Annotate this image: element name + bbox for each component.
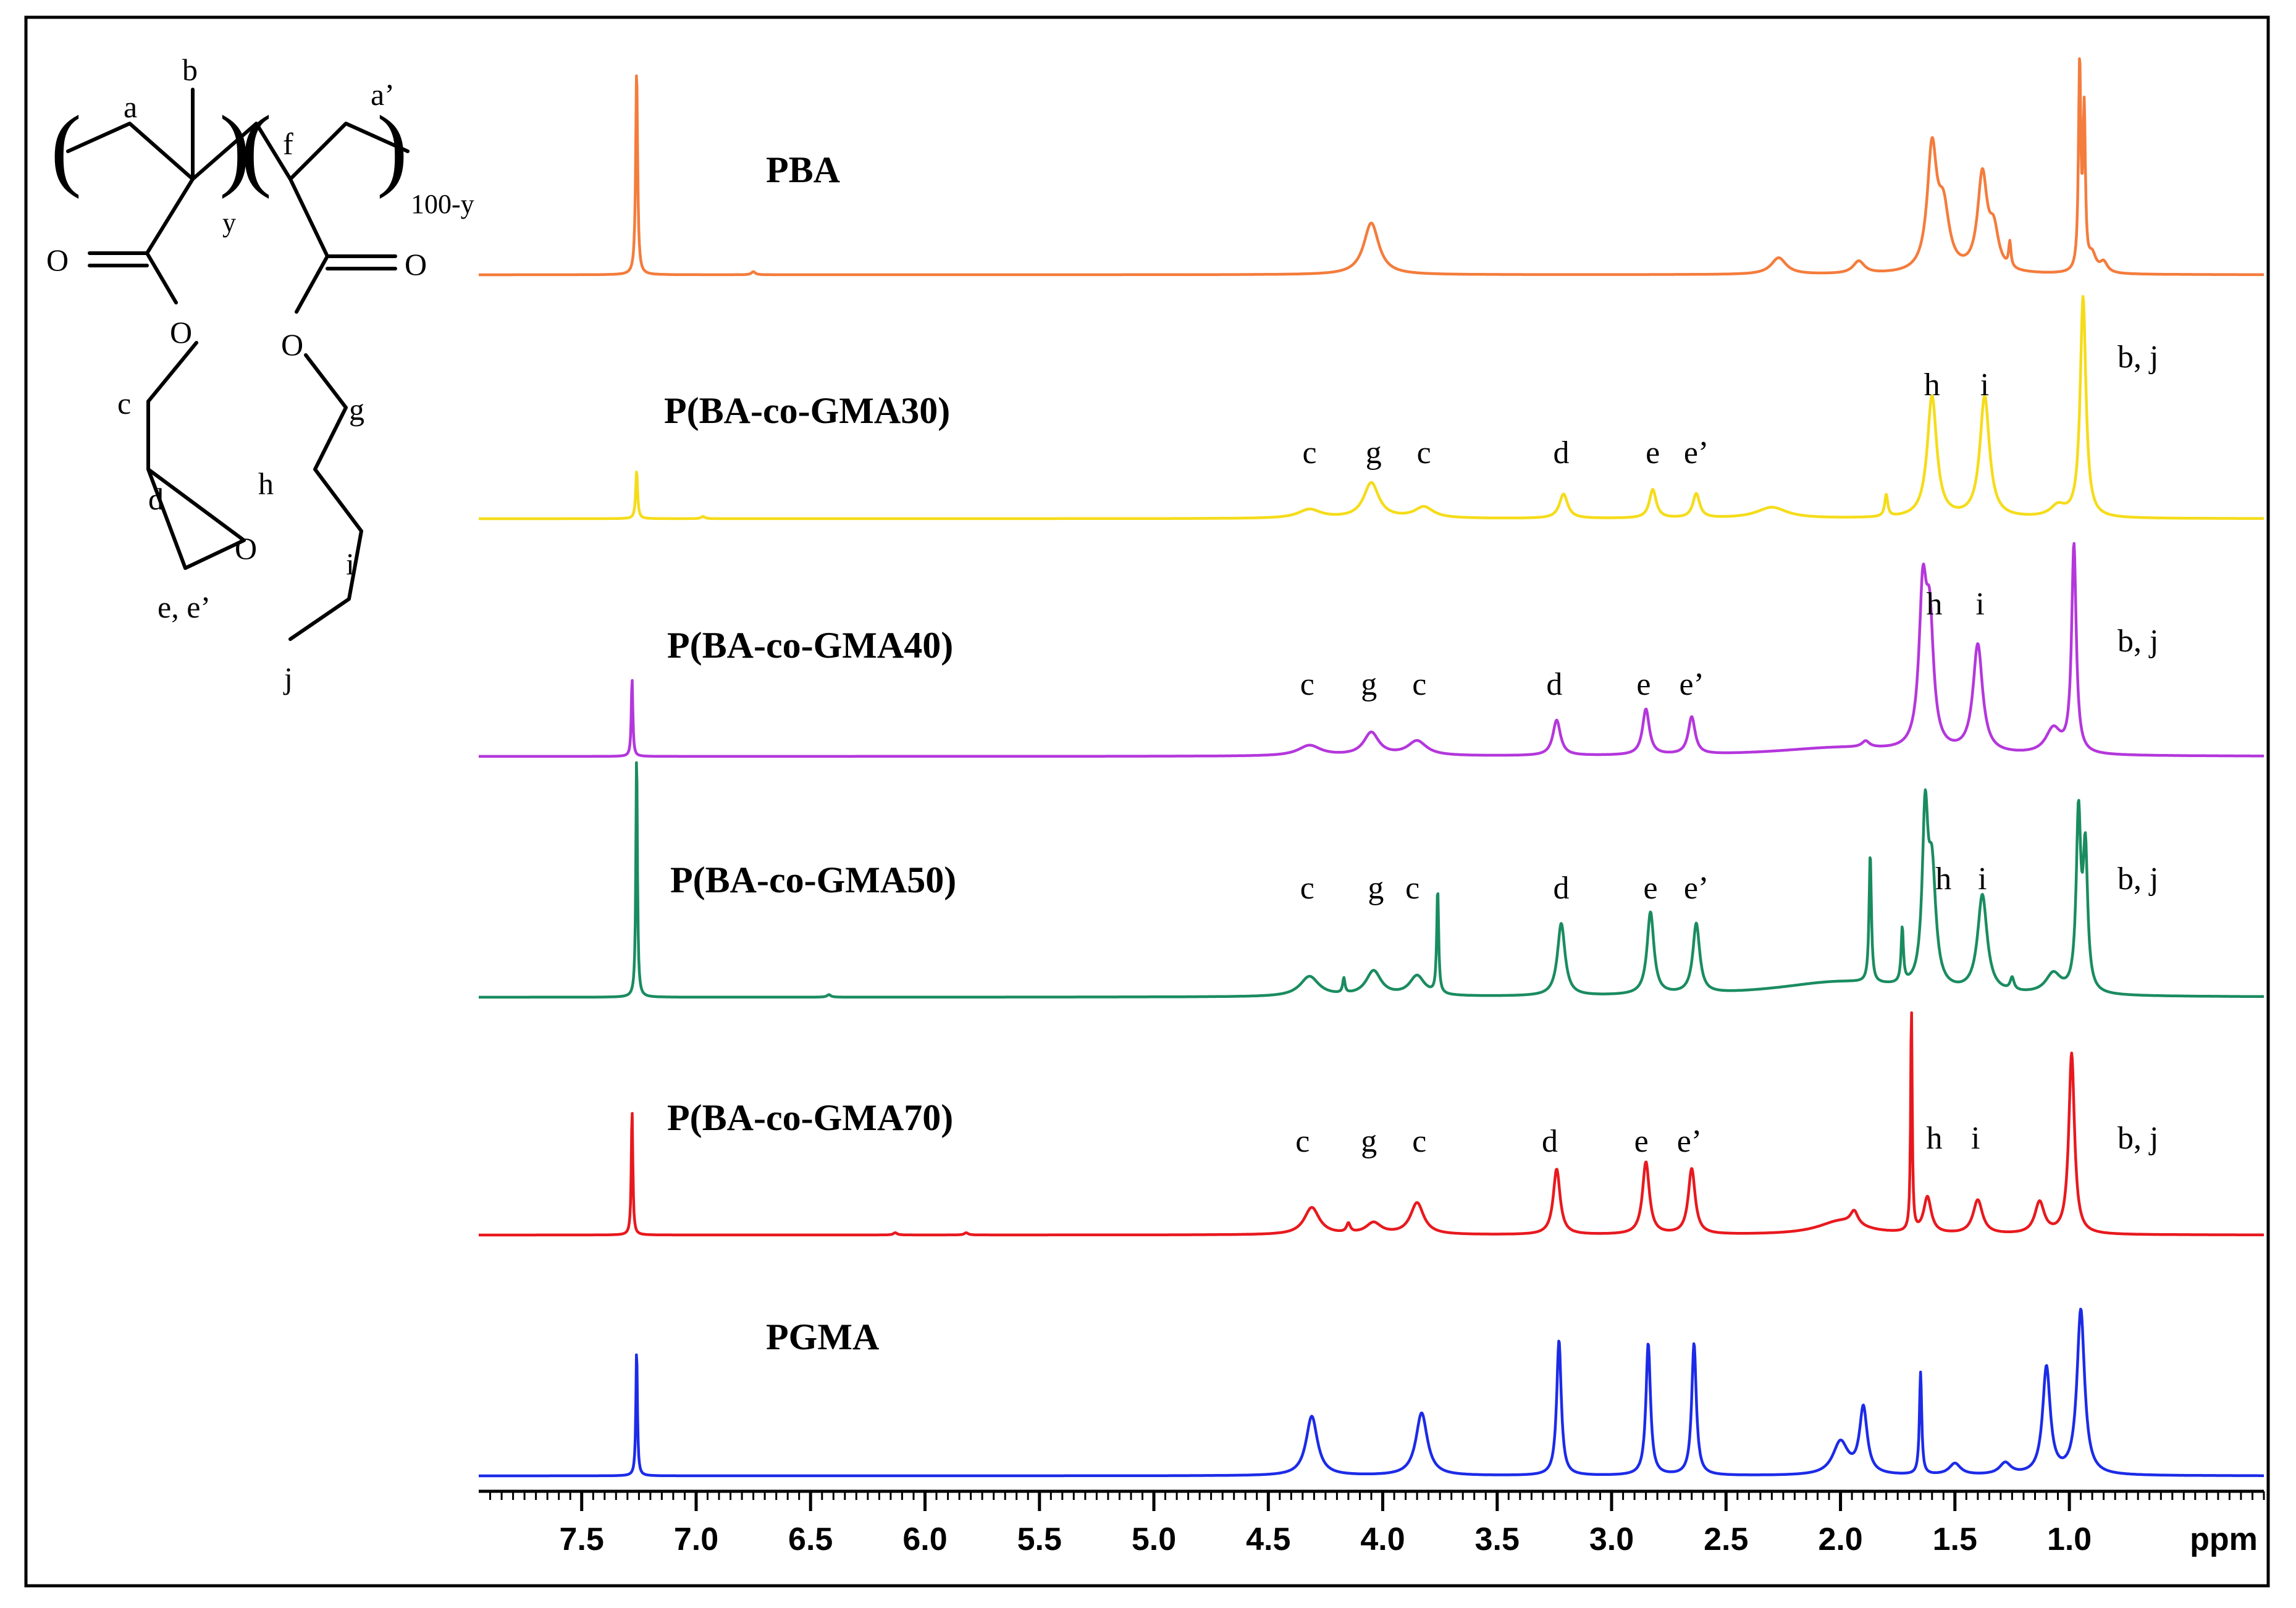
spectrum-group: P(BA-co-GMA70)c g c d e e’ h i b, j xyxy=(477,1011,2265,1237)
structure-label-f: f xyxy=(283,127,293,161)
spectrum-group: P(BA-co-GMA30)c g c d e e’h ib, j xyxy=(477,295,2265,521)
spectrum-line xyxy=(477,761,2265,999)
peak-label: e xyxy=(1643,871,1657,906)
peak-label: h xyxy=(1935,861,1951,897)
structure-label-b: b xyxy=(182,52,198,87)
structure-label-o2: O xyxy=(170,315,192,350)
peak-label: c xyxy=(1417,435,1431,471)
tick-label: 6.0 xyxy=(902,1522,947,1557)
spectrum-line xyxy=(477,1011,2265,1237)
peak-label: e xyxy=(1646,435,1660,471)
structure-label-i: i xyxy=(346,546,355,581)
spectrum-group: P(BA-co-GMA40)c g c d e e’h ib, j xyxy=(477,542,2265,758)
peak-label: g xyxy=(1361,667,1377,702)
peak-label: e’ xyxy=(1677,1124,1702,1159)
structure-label-c: c xyxy=(117,386,131,421)
peak-label: b, j xyxy=(2117,1121,2158,1156)
peak-label: g xyxy=(1361,1124,1377,1159)
peak-label: c xyxy=(1300,871,1314,906)
structure-label-n: 100-y xyxy=(411,189,474,219)
peak-label: d xyxy=(1546,667,1562,702)
peak-label: b, j xyxy=(2117,340,2158,375)
spectrum-group: PBA xyxy=(477,57,2265,277)
ppm-axis: 7.5 7.0 6.5 6.0 5.5 5.0 4.5 4.0 3.5 3.0 2.5 2.0 1.5 1… xyxy=(479,1489,2265,1557)
structure-label-d: d xyxy=(148,482,164,516)
structure-paren-close-1: ) xyxy=(219,97,250,199)
structure-label-j: j xyxy=(283,661,293,695)
structure-label-g: g xyxy=(349,392,364,427)
tick-label: 6.5 xyxy=(788,1522,833,1557)
spectrum-line xyxy=(477,295,2265,521)
peak-label: h xyxy=(1924,367,1940,403)
peak-label: i xyxy=(1975,587,1984,622)
structure-label-a-prime: a’ xyxy=(371,77,395,112)
peak-label: d xyxy=(1554,435,1570,471)
series-title: P(BA-co-GMA70) xyxy=(667,1097,953,1138)
spectrum-line xyxy=(477,1307,2265,1478)
peak-label: e’ xyxy=(1684,435,1709,471)
x-axis-label: ppm xyxy=(2190,1522,2258,1557)
tick-label: 5.0 xyxy=(1132,1522,1176,1557)
peak-label: h xyxy=(1927,587,1943,622)
peak-label: c xyxy=(1295,1124,1310,1159)
tick-label: 4.5 xyxy=(1246,1522,1290,1557)
structure-paren-open-1: ( xyxy=(51,97,82,199)
tick-label: 3.0 xyxy=(1589,1522,1634,1557)
tick-label: 7.5 xyxy=(560,1522,604,1557)
peak-label: i xyxy=(1978,861,1987,897)
spectrum-line xyxy=(477,57,2265,277)
tick-label: 5.5 xyxy=(1017,1522,1062,1557)
peak-label: g xyxy=(1366,435,1382,471)
structure-paren-open-2: ( xyxy=(241,97,272,199)
peak-label: h xyxy=(1927,1121,1943,1156)
tick-label: 3.5 xyxy=(1475,1522,1520,1557)
structure-label-o1: O xyxy=(46,243,69,277)
tick-label: 2.5 xyxy=(1704,1522,1748,1557)
peak-label: e’ xyxy=(1679,667,1704,702)
peak-label: i xyxy=(1980,367,1989,403)
peak-label: d xyxy=(1542,1124,1558,1159)
series-title: P(BA-co-GMA40) xyxy=(667,625,953,666)
spectrum-group: P(BA-co-GMA50) c g c d e e’ h i b, j xyxy=(477,761,2265,999)
peak-label: i xyxy=(1971,1121,1980,1156)
spectrum-line xyxy=(477,542,2265,758)
peak-label: e xyxy=(1636,667,1651,702)
structure-paren-close-2: ) xyxy=(377,97,408,199)
structure-label-o4: O xyxy=(405,247,427,282)
series-title: PBA xyxy=(766,149,840,190)
tick-label: 1.5 xyxy=(1933,1522,1977,1557)
series-title: P(BA-co-GMA50) xyxy=(670,860,956,900)
structure-bonds xyxy=(66,88,410,641)
peak-label: b, j xyxy=(2117,624,2158,659)
tick-label: 2.0 xyxy=(1818,1522,1862,1557)
tick-label: 4.0 xyxy=(1360,1522,1405,1557)
structure-label-o5: O xyxy=(281,327,303,362)
peak-label: c xyxy=(1300,667,1314,702)
peak-label: c xyxy=(1412,1124,1426,1159)
figure-frame xyxy=(24,15,2270,1588)
peak-label: g xyxy=(1368,871,1384,906)
structure-label-o3: O xyxy=(235,531,257,566)
tick-label: 7.0 xyxy=(674,1522,718,1557)
peak-label: b, j xyxy=(2117,861,2158,897)
structure-label-a: a xyxy=(124,90,137,124)
series-title: PGMA xyxy=(766,1317,879,1357)
peak-label: c xyxy=(1302,435,1316,471)
peak-label: e xyxy=(1634,1124,1649,1159)
structure-label-ee: e, e’ xyxy=(158,590,211,624)
spectrum-group: PGMA xyxy=(477,1307,2265,1478)
tick-label: 1.0 xyxy=(2047,1522,2092,1557)
peak-label: c xyxy=(1405,871,1419,906)
structure-label-h: h xyxy=(258,466,274,501)
peak-label: e’ xyxy=(1684,871,1709,906)
structure-label-y: y xyxy=(222,207,236,238)
series-title: P(BA-co-GMA30) xyxy=(664,390,950,431)
peak-label: d xyxy=(1554,871,1570,906)
peak-label: c xyxy=(1412,667,1426,702)
chemical-structure: ( ) ( ) a b y f a’ 100-y O O O O O c d e… xyxy=(46,52,474,695)
